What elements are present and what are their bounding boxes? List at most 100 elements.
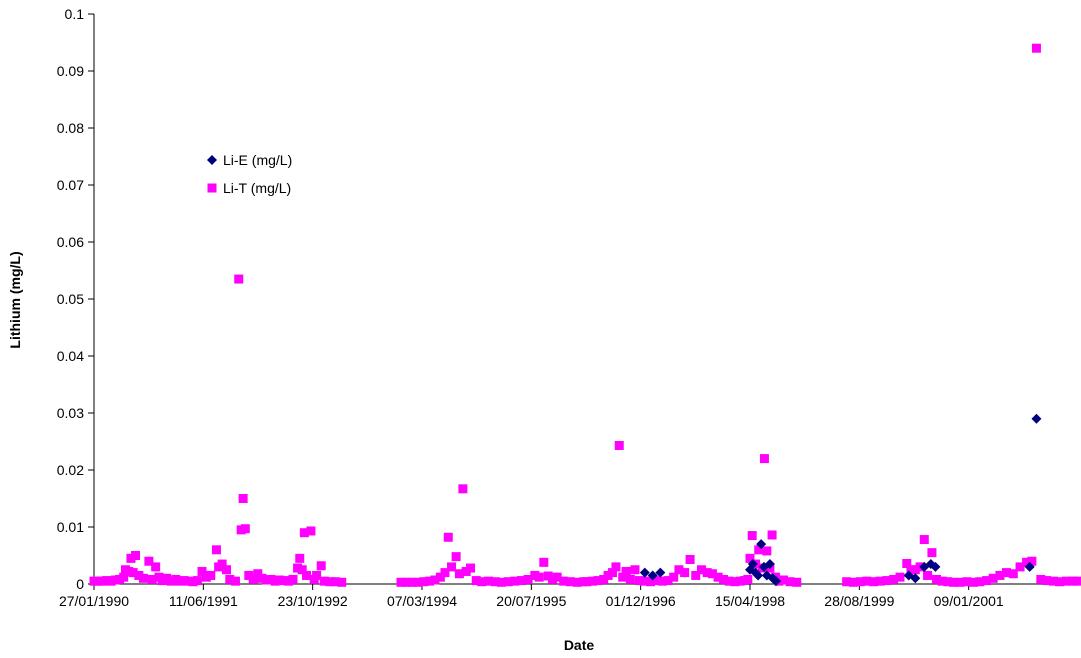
data-point: [1072, 576, 1081, 586]
data-point: [764, 559, 775, 570]
data-point: [647, 570, 658, 581]
y-tick-label: 0.09: [57, 63, 84, 79]
y-axis-ticks: 0 0.01 0.02 0.03 0.04 0.05 0.06 0.07 0.08 0.09 0.1: [57, 6, 94, 592]
data-point: [646, 577, 656, 587]
data-point: [510, 576, 520, 586]
data-point: [1022, 557, 1032, 567]
data-point: [730, 577, 740, 587]
data-point: [1008, 569, 1018, 579]
data-point: [565, 577, 575, 587]
data-point: [166, 576, 176, 586]
data-point: [316, 561, 326, 571]
data-point: [147, 574, 157, 584]
data-point: [593, 576, 603, 586]
data-point: [222, 565, 232, 575]
x-tick-label: 20/07/1995: [496, 593, 566, 609]
data-point: [639, 567, 650, 578]
data-point: [539, 557, 549, 567]
data-point: [234, 274, 244, 284]
data-point: [995, 570, 1005, 580]
data-point: [902, 558, 912, 568]
data-point: [754, 545, 764, 555]
x-tick-label: 15/04/1998: [715, 593, 785, 609]
data-point: [713, 572, 723, 582]
data-point: [932, 574, 942, 584]
y-tick-label: 0.08: [57, 120, 84, 136]
data-point: [1031, 413, 1042, 424]
data-point: [559, 576, 569, 586]
x-axis-ticks: 27/01/1990 11/06/1991 23/10/1992 07/03/1994…: [59, 584, 1004, 609]
data-point: [516, 576, 526, 586]
data-point: [607, 568, 617, 578]
data-point: [275, 575, 285, 585]
data-point: [306, 526, 316, 536]
data-point: [1049, 576, 1059, 586]
data-point: [230, 576, 240, 586]
data-point: [1042, 576, 1052, 586]
data-point: [253, 569, 263, 579]
y-tick-label: 0.06: [57, 234, 84, 250]
data-point: [655, 567, 666, 578]
data-point: [657, 576, 667, 586]
data-point: [1015, 562, 1025, 572]
y-tick-label: 0.03: [57, 405, 84, 421]
data-point: [792, 577, 802, 587]
data-point: [753, 570, 764, 581]
data-point: [471, 576, 481, 586]
data-point: [611, 562, 621, 572]
data-point: [331, 577, 341, 587]
data-point: [128, 568, 138, 578]
data-point: [895, 572, 905, 582]
x-tick-label: 27/01/1990: [59, 593, 129, 609]
data-point: [882, 576, 892, 586]
x-tick-label: 01/12/1996: [606, 593, 676, 609]
data-point: [696, 565, 706, 575]
data-point: [302, 570, 312, 580]
data-point: [691, 570, 701, 580]
data-point: [767, 530, 777, 540]
data-point: [621, 566, 631, 576]
data-point: [1036, 574, 1046, 584]
data-point: [614, 440, 624, 450]
data-point: [943, 577, 953, 587]
data-point: [240, 524, 250, 534]
data-point: [588, 576, 598, 586]
data-point: [552, 572, 562, 582]
data-point: [674, 565, 684, 575]
data-point: [685, 554, 695, 564]
data-point: [179, 576, 189, 586]
data-point: [396, 577, 406, 587]
data-point: [401, 577, 411, 587]
data-point: [719, 574, 729, 584]
data-point: [407, 577, 417, 587]
data-point: [910, 573, 921, 584]
data-point: [435, 572, 445, 582]
data-point: [419, 577, 429, 587]
data-point: [248, 574, 258, 584]
data-point: [582, 577, 592, 587]
data-point: [618, 572, 628, 582]
data-point: [443, 532, 453, 542]
data-point: [297, 565, 307, 575]
y-tick-label: 0.07: [57, 177, 84, 193]
data-point: [458, 484, 468, 494]
data-point: [466, 563, 476, 573]
x-tick-label: 11/06/1991: [169, 593, 238, 609]
data-point: [151, 562, 161, 572]
data-point: [454, 569, 464, 579]
y-tick-label: 0.02: [57, 462, 84, 478]
data-point: [293, 563, 303, 573]
legend-marker: [207, 183, 217, 193]
data-point: [937, 576, 947, 586]
data-point: [312, 570, 322, 580]
data-point: [288, 574, 298, 584]
data-point: [756, 539, 767, 550]
data-point: [962, 577, 972, 587]
data-point: [424, 576, 434, 586]
data-point: [889, 574, 899, 584]
data-point: [1055, 577, 1065, 587]
data-point: [955, 577, 965, 587]
series-li-t: [89, 43, 1081, 587]
data-point: [211, 545, 221, 555]
data-point: [919, 535, 929, 545]
